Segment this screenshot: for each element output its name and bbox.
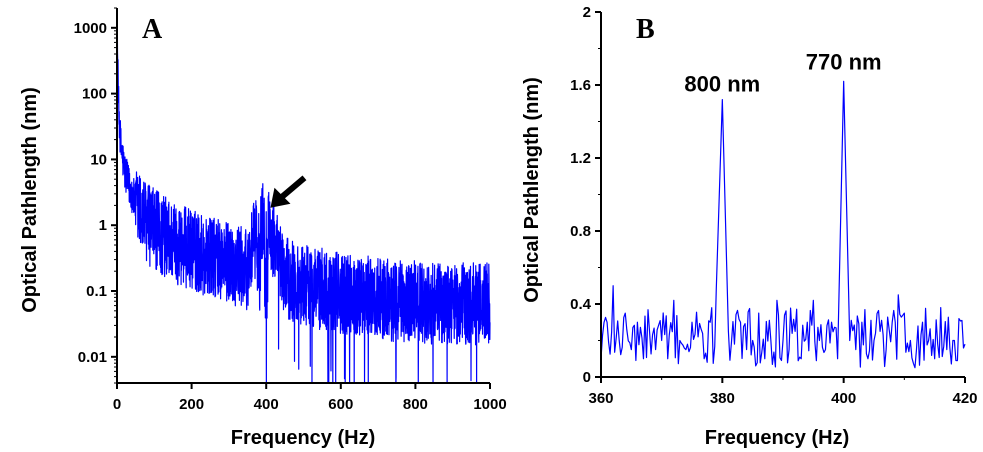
panel-a-x-tick-label: 1000 xyxy=(473,396,506,413)
panel-a-arrow xyxy=(270,175,307,208)
panel-a-x-axis-title: Frequency (Hz) xyxy=(231,427,375,449)
panel-a: A 0 200 400 600 800 1000 0.01 0.1 1 10 100 1000 Fre… xyxy=(19,7,507,449)
panel-a-y-tick-label: 0.01 xyxy=(78,349,107,366)
panel-b-y-tick-label: 1.2 xyxy=(570,150,591,167)
panel-b-y-axis-title: Optical Pathlength (nm) xyxy=(521,77,543,303)
panel-b: B 360 380 400 420 0 0.4 0.8 1.2 1.6 2 800 nm 770 n… xyxy=(521,4,978,449)
panel-a-x-tick-label: 600 xyxy=(328,396,353,413)
panel-b-x-tick-label: 400 xyxy=(831,390,856,407)
panel-a-arrow-shaft xyxy=(276,175,307,203)
panel-a-ticks: 0 200 400 600 800 1000 0.01 0.1 1 10 100 1000 xyxy=(74,7,507,413)
panel-a-x-tick-label: 0 xyxy=(113,396,121,413)
panel-a-x-tick-label: 400 xyxy=(254,396,279,413)
panel-b-annotations: 800 nm 770 nm xyxy=(684,49,881,96)
panel-a-y-tick-label: 10 xyxy=(90,151,107,168)
panel-a-letter: A xyxy=(142,14,163,45)
panel-b-x-axis-title: Frequency (Hz) xyxy=(705,427,849,449)
panel-a-y-tick-label: 1000 xyxy=(74,20,107,37)
panel-a-y-tick-label: 1 xyxy=(99,217,107,234)
panel-a-series-line xyxy=(116,25,491,384)
panel-b-y-tick-label: 2 xyxy=(583,4,591,21)
panel-a-y-axis-title: Optical Pathlength (nm) xyxy=(19,87,41,313)
panel-b-x-tick-label: 360 xyxy=(588,390,613,407)
panel-a-y-tick-label: 100 xyxy=(82,86,107,103)
panel-a-series xyxy=(116,25,491,384)
panel-a-arrow-head xyxy=(270,187,291,208)
panel-b-series-line xyxy=(600,80,966,369)
panel-b-peak-label: 770 nm xyxy=(806,49,882,74)
panel-b-letter: B xyxy=(636,14,655,45)
panel-b-y-tick-label: 1.6 xyxy=(570,77,591,94)
panel-b-x-tick-label: 420 xyxy=(952,390,977,407)
panel-b-y-tick-label: 0.8 xyxy=(570,223,591,240)
panel-b-y-tick-label: 0.4 xyxy=(570,296,592,313)
panel-a-x-tick-label: 800 xyxy=(403,396,428,413)
panel-b-series xyxy=(600,80,966,369)
panel-b-y-tick-label: 0 xyxy=(583,369,591,386)
panel-a-x-tick-label: 200 xyxy=(179,396,204,413)
panel-a-y-tick-label: 0.1 xyxy=(86,283,107,300)
panel-b-peak-label: 800 nm xyxy=(684,72,760,97)
panel-b-x-tick-label: 380 xyxy=(710,390,735,407)
